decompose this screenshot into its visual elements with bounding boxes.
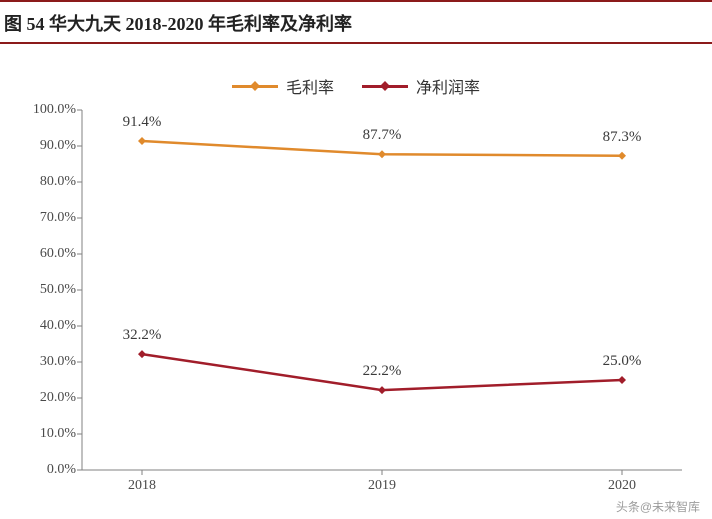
data-point-label: 32.2% <box>123 327 162 344</box>
x-axis-tick-label: 2019 <box>368 470 396 494</box>
legend-item: 净利润率 <box>362 74 480 98</box>
data-point-label: 22.2% <box>363 363 402 380</box>
figure-title-text: 华大九天 2018-2020 年毛利率及净利率 <box>49 14 352 34</box>
y-axis-tick-label: 70.0% <box>40 210 82 226</box>
x-axis-tick-label: 2020 <box>608 470 636 494</box>
data-point-label: 25.0% <box>603 353 642 370</box>
y-axis-tick-label: 20.0% <box>40 390 82 406</box>
y-axis-tick-label: 80.0% <box>40 174 82 190</box>
y-axis-tick-label: 50.0% <box>40 282 82 298</box>
series-marker <box>378 386 386 394</box>
figure-number: 54 <box>27 14 45 34</box>
line-chart: 0.0%10.0%20.0%30.0%40.0%50.0%60.0%70.0%8… <box>82 110 682 470</box>
legend-swatch <box>362 85 408 88</box>
legend-swatch <box>232 85 278 88</box>
series-marker <box>618 376 626 384</box>
y-axis-tick-label: 40.0% <box>40 318 82 334</box>
series-marker <box>618 152 626 160</box>
y-axis-tick-label: 30.0% <box>40 354 82 370</box>
figure-container: 图 54 华大九天 2018-2020 年毛利率及净利率 毛利率 净利润率 0.0… <box>0 0 712 519</box>
data-point-label: 91.4% <box>123 114 162 131</box>
legend-label: 毛利率 <box>286 74 334 98</box>
legend-item: 毛利率 <box>232 74 334 98</box>
y-axis-tick-label: 90.0% <box>40 138 82 154</box>
chart-svg <box>82 110 682 470</box>
series-marker <box>138 350 146 358</box>
figure-prefix: 图 <box>4 14 22 34</box>
legend-label: 净利润率 <box>416 74 480 98</box>
y-axis-tick-label: 10.0% <box>40 426 82 442</box>
series-marker <box>378 150 386 158</box>
data-point-label: 87.3% <box>603 129 642 146</box>
x-axis-tick-label: 2018 <box>128 470 156 494</box>
y-axis-tick-label: 0.0% <box>47 462 82 478</box>
series-marker <box>138 137 146 145</box>
watermark-text: 头条@未来智库 <box>616 498 700 515</box>
y-axis-tick-label: 60.0% <box>40 246 82 262</box>
figure-title-bar: 图 54 华大九天 2018-2020 年毛利率及净利率 <box>0 0 712 44</box>
y-axis-tick-label: 100.0% <box>33 102 82 118</box>
chart-legend: 毛利率 净利润率 <box>0 74 712 98</box>
data-point-label: 87.7% <box>363 127 402 144</box>
